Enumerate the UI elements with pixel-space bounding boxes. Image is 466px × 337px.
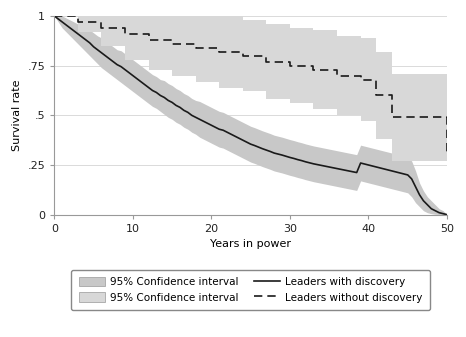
- Legend: 95% Confidence interval, 95% Confidence interval, Leaders with discovery, Leader: 95% Confidence interval, 95% Confidence …: [71, 270, 430, 310]
- X-axis label: Years in power: Years in power: [210, 239, 291, 249]
- Y-axis label: Survival rate: Survival rate: [12, 80, 22, 151]
